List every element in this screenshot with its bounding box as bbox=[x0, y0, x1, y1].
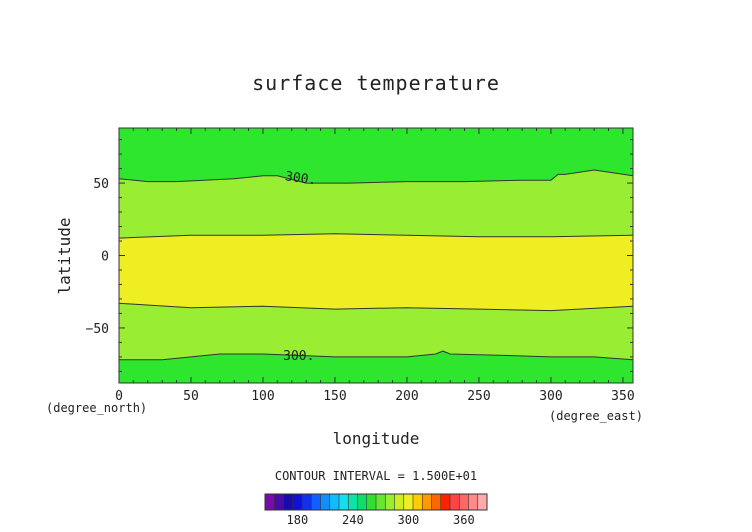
contour-line-315 bbox=[118, 302, 634, 312]
x-tick-label: 200 bbox=[395, 389, 418, 404]
colorbar-swatch bbox=[292, 494, 303, 510]
colorbar-swatch bbox=[431, 494, 442, 510]
colorbar-tick-label: 180 bbox=[287, 513, 309, 527]
band-south-lightgreen bbox=[119, 303, 633, 360]
contour-line-300 bbox=[119, 350, 634, 361]
colorbar-swatch bbox=[440, 494, 451, 510]
colorbar-frame bbox=[264, 493, 488, 511]
x-tick-label: 300 bbox=[539, 389, 562, 404]
colorbar-swatch bbox=[329, 494, 340, 510]
x-tick-label: 350 bbox=[611, 389, 634, 404]
colorbar-swatch bbox=[366, 494, 377, 510]
colorbar-swatch bbox=[459, 494, 469, 510]
colorbar-swatch bbox=[413, 494, 423, 510]
colorbar-tick-label: 240 bbox=[342, 513, 364, 527]
colorbar-swatch bbox=[311, 494, 321, 510]
colorbar-swatch bbox=[274, 494, 284, 510]
y-axis-label: latitude bbox=[55, 217, 74, 294]
x-axis-unit: (degree_east) bbox=[549, 409, 643, 423]
contour-label: 300. bbox=[284, 169, 317, 188]
colorbar-swatch bbox=[339, 494, 349, 510]
colorbar-swatch bbox=[468, 494, 479, 510]
x-axis-label: longitude bbox=[333, 429, 420, 448]
colorbar-swatch bbox=[422, 494, 432, 510]
contour-interval-text: CONTOUR INTERVAL = 1.500E+01 bbox=[275, 469, 477, 483]
x-tick-label: 100 bbox=[251, 389, 274, 404]
colorbar-swatch bbox=[265, 494, 275, 510]
colorbar-swatch bbox=[302, 494, 312, 510]
x-tick-label: 0 bbox=[115, 389, 123, 404]
chart-title: surface temperature bbox=[252, 71, 500, 95]
colorbar-swatch bbox=[376, 494, 386, 510]
colorbar-swatch bbox=[477, 494, 488, 510]
colorbar-tick-label: 300 bbox=[398, 513, 420, 527]
colorbar-swatch bbox=[403, 494, 414, 510]
colorbar-swatch bbox=[357, 494, 368, 510]
x-tick-label: 250 bbox=[467, 389, 490, 404]
contour-line-315 bbox=[118, 233, 634, 239]
x-tick-label: 50 bbox=[183, 389, 199, 404]
contour-label: 300. bbox=[283, 349, 314, 364]
band-south-green bbox=[119, 351, 633, 383]
y-tick-label: 50 bbox=[93, 177, 109, 192]
colorbar-swatch bbox=[320, 494, 331, 510]
contour-line-300 bbox=[118, 169, 634, 184]
y-axis-unit: (degree_north) bbox=[46, 401, 147, 415]
colorbar-tick-label: 360 bbox=[453, 513, 475, 527]
colorbar-swatch bbox=[450, 494, 460, 510]
band-equator-yellow bbox=[119, 233, 633, 311]
colorbar-swatch bbox=[394, 494, 405, 510]
y-tick-label: −50 bbox=[86, 322, 109, 337]
colorbar-swatch bbox=[385, 494, 395, 510]
colorbar: 180 240 300 360 bbox=[264, 493, 488, 527]
band-north-green bbox=[119, 128, 633, 184]
colorbar-swatch bbox=[348, 494, 358, 510]
x-tick-label: 150 bbox=[323, 389, 346, 404]
y-tick-label: 0 bbox=[101, 250, 109, 265]
band-north-lightgreen bbox=[119, 170, 633, 239]
colorbar-swatch bbox=[283, 494, 294, 510]
plot-area: 300. 300. 0 50 100 150 200 250 300 350 50 0 −50 bbox=[86, 127, 635, 404]
